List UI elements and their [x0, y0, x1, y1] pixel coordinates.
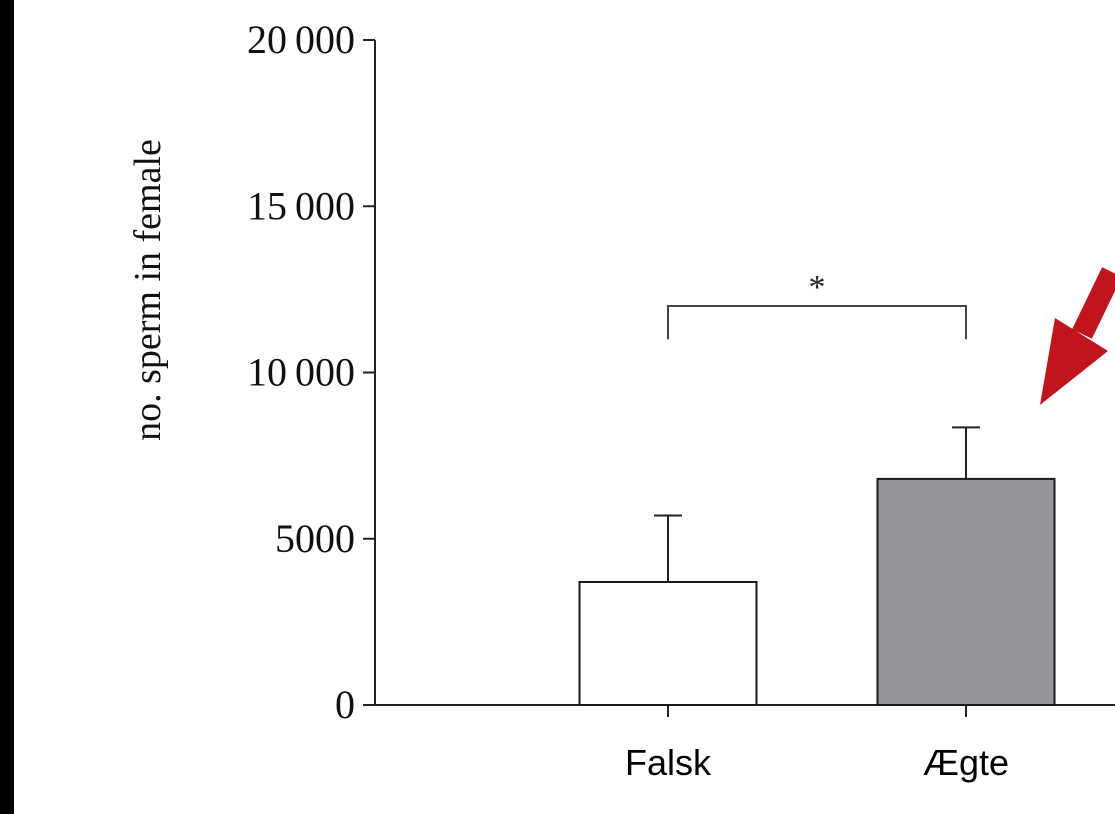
bars-layer — [578, 426, 1056, 706]
x-tick-label: Falsk — [625, 742, 712, 783]
highlight-arrow-head — [1040, 318, 1108, 405]
annotation-layer: * — [667, 267, 1115, 405]
y-tick-label: 5000 — [275, 516, 355, 561]
highlight-arrow-shaft — [1072, 267, 1115, 339]
bar — [578, 580, 758, 706]
y-axis-label: no. sperm in female — [127, 139, 169, 441]
bar — [876, 477, 1056, 706]
y-tick-label: 20 000 — [247, 17, 355, 62]
significance-label: * — [809, 269, 826, 306]
x-tick-label: Ægte — [923, 742, 1009, 783]
y-tick-label: 10 000 — [247, 350, 355, 395]
y-tick-label: 15 000 — [247, 183, 355, 228]
axes-layer: 0 5000 10 000 15 000 20 000 no. sperm in fema… — [127, 17, 1115, 783]
significance-bracket — [667, 305, 967, 340]
y-tick-label: 0 — [335, 682, 355, 727]
